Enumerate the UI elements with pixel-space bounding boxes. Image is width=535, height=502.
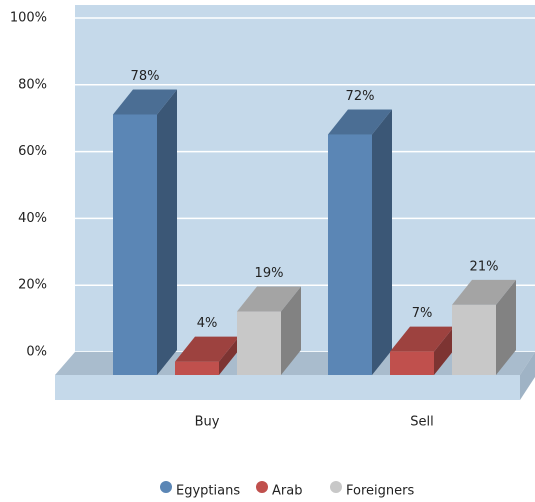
legend-marker [330,481,342,493]
bar-top [113,89,177,115]
legend-label: Arab [272,484,302,499]
x-tick-label: Sell [410,415,433,430]
bar-side [219,336,239,375]
y-tick-label: 40% [18,211,47,226]
y-tick-label: 0% [26,345,47,360]
bar-top [237,286,301,312]
data-label: 78% [131,69,160,84]
bar-side [496,279,516,375]
y-tick-label: 100% [10,11,47,26]
legend-marker [256,481,268,493]
bar [113,114,157,375]
bar [452,304,496,375]
data-label: 19% [255,266,284,281]
bar-top [328,109,392,135]
data-label: 72% [346,89,375,104]
bar [328,134,372,375]
bar [175,361,219,375]
legend-marker [160,481,172,493]
y-tick-label: 60% [18,144,47,159]
data-label: 4% [197,316,218,331]
bar [237,311,281,375]
bar-top [452,279,516,305]
floor-side [520,352,535,400]
data-label: 7% [412,306,433,321]
bar [390,351,434,375]
legend-label: Foreigners [346,484,414,499]
floor-front [55,375,520,400]
bar-top [390,326,454,352]
data-label: 21% [470,259,499,274]
y-tick-label: 80% [18,77,47,92]
bar-side [434,326,454,375]
legend-label: Egyptians [176,484,240,499]
bar-side [281,286,301,375]
bar-top [175,336,239,362]
y-tick-label: 20% [18,278,47,293]
bar-side [157,89,177,375]
bar-side [372,109,392,376]
x-tick-label: Buy [195,415,220,430]
